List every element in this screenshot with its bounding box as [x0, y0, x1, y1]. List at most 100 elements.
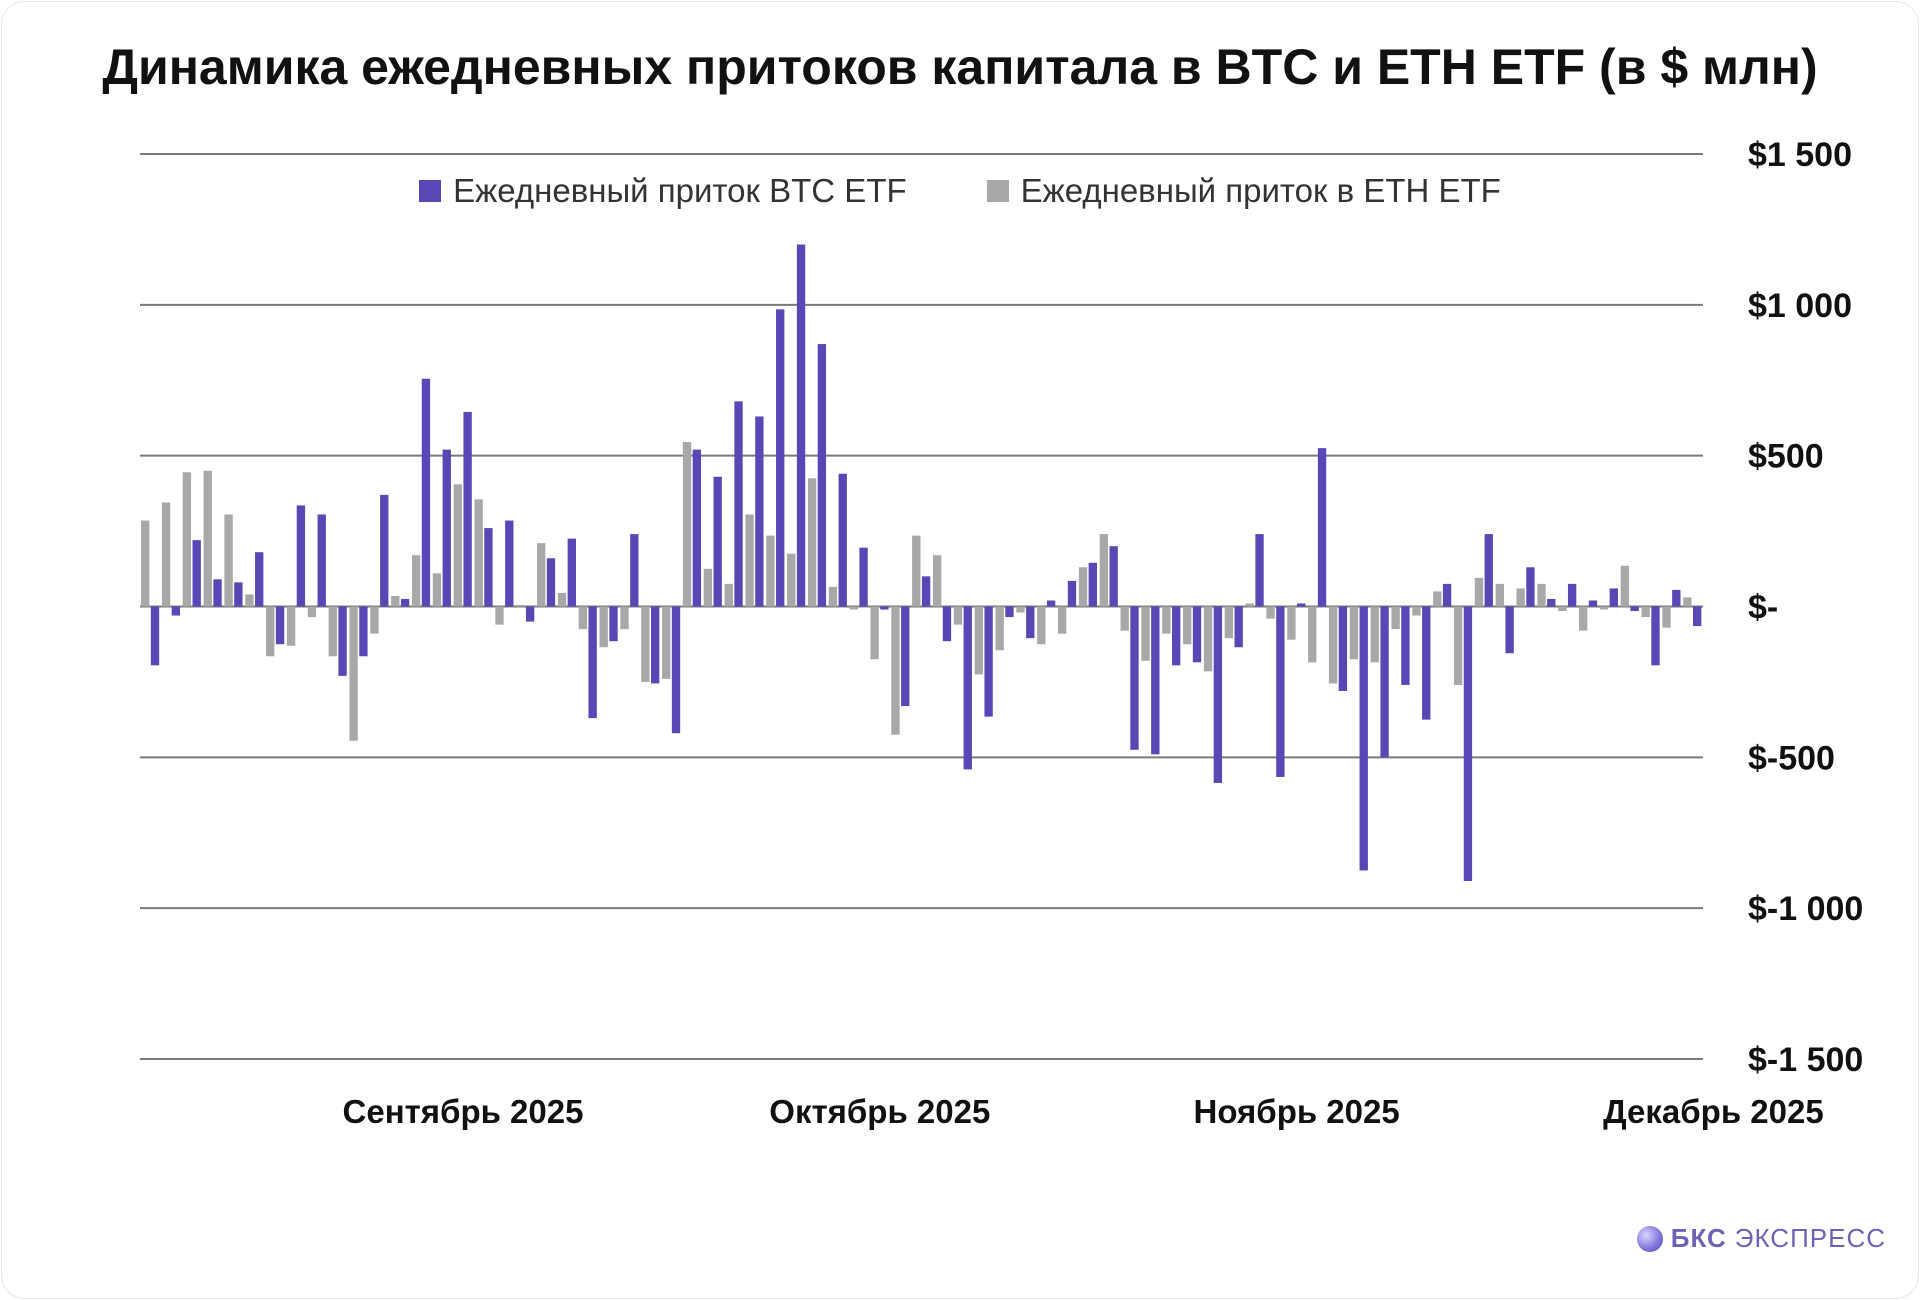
eth-bar — [1391, 606, 1400, 630]
eth-bar — [974, 606, 983, 675]
eth-bar — [557, 592, 567, 607]
eth-bar — [1141, 606, 1150, 661]
legend-label-eth: Ежедневный приток в ETH ETF — [1020, 172, 1501, 209]
eth-bar — [328, 606, 337, 657]
btc-bar — [713, 476, 722, 607]
btc-bar — [1422, 606, 1431, 720]
eth-bar — [1683, 597, 1692, 607]
btc-bar — [546, 558, 556, 607]
btc-bar — [1609, 588, 1618, 607]
btc-bar — [1067, 580, 1077, 607]
eth-bar — [953, 606, 963, 625]
btc-bar — [1109, 546, 1118, 607]
eth-bar — [307, 606, 317, 618]
eth-bar — [1058, 606, 1067, 634]
btc-bar — [213, 579, 222, 607]
btc-bar — [588, 606, 597, 719]
eth-bar — [495, 606, 504, 625]
btc-bar — [1338, 606, 1348, 691]
eth-bar — [1620, 565, 1630, 607]
btc-bar — [1651, 606, 1660, 666]
btc-bar — [630, 534, 639, 607]
eth-bar — [1120, 606, 1129, 631]
btc-bar — [338, 606, 347, 676]
btc-bar — [921, 576, 931, 607]
eth-bar — [807, 478, 817, 607]
btc-bar — [421, 378, 431, 607]
btc-bar — [484, 528, 493, 607]
btc-bar — [171, 606, 181, 616]
btc-bar — [1172, 606, 1181, 666]
eth-bar — [787, 553, 796, 607]
eth-bar — [1516, 588, 1525, 607]
eth-bar — [349, 606, 358, 741]
btc-bar — [859, 547, 868, 607]
eth-bar — [1412, 606, 1421, 616]
eth-bar — [932, 555, 942, 607]
eth-bar — [766, 535, 775, 607]
legend-item-eth: Ежедневный приток в ETH ETF — [986, 172, 1501, 210]
eth-bar — [141, 520, 150, 607]
chart-legend: Ежедневный приток BTC ETF Ежедневный при… — [0, 172, 1920, 210]
brand-name: БКС — [1670, 1223, 1727, 1253]
brand-logo: БКС ЭКСПРЕСС — [1636, 1223, 1886, 1254]
eth-bar — [1037, 606, 1046, 645]
eth-bar — [1370, 606, 1379, 663]
eth-bar — [1453, 606, 1463, 685]
eth-bar — [641, 606, 650, 682]
btc-bar — [984, 606, 993, 717]
btc-bar — [400, 598, 410, 607]
btc-bar — [1630, 606, 1639, 612]
btc-bar — [255, 552, 264, 607]
btc-bar — [838, 473, 847, 607]
eth-bar — [620, 606, 629, 630]
bks-express-logo-icon — [1636, 1225, 1663, 1252]
btc-bar — [1234, 606, 1243, 648]
eth-bar — [1641, 606, 1650, 618]
x-tick-label: Сентябрь 2025 — [343, 1093, 584, 1130]
eth-bar — [682, 442, 692, 607]
eth-bar — [1224, 606, 1234, 639]
btc-bar — [755, 416, 764, 607]
chart-title: Динамика ежедневных притоков капитала в … — [102, 39, 1818, 95]
btc-bar — [1297, 603, 1306, 607]
y-tick-label: $500 — [1748, 438, 1824, 476]
legend-swatch-eth — [986, 180, 1009, 202]
eth-bar — [1099, 534, 1109, 607]
btc-bar — [1213, 606, 1223, 783]
btc-bar — [359, 606, 368, 657]
btc-bar — [296, 505, 306, 607]
brand-suffix: ЭКСПРЕСС — [1734, 1223, 1886, 1253]
btc-bar — [1151, 606, 1160, 755]
btc-bar — [1026, 606, 1035, 639]
btc-bar — [1588, 600, 1598, 607]
btc-bar — [776, 309, 785, 607]
legend-label-btc: Ежедневный приток BTC ETF — [453, 172, 907, 209]
y-tick-label: $1 500 — [1748, 136, 1852, 174]
eth-bar — [1495, 583, 1504, 607]
btc-bar — [1255, 534, 1264, 607]
eth-bar — [995, 606, 1004, 651]
btc-bar — [150, 606, 160, 666]
btc-bar — [1463, 606, 1473, 882]
btc-bar — [1276, 606, 1285, 777]
eth-bar — [266, 606, 275, 657]
btc-bar — [1442, 583, 1452, 607]
eth-bar — [1203, 606, 1213, 672]
btc-bar — [609, 606, 618, 642]
x-tick-label: Декабрь 2025 — [1603, 1093, 1824, 1130]
btc-bar — [942, 606, 952, 642]
btc-bar — [317, 514, 326, 607]
btc-bar — [1567, 583, 1577, 607]
eth-bar — [391, 595, 400, 607]
y-tick-label: $-500 — [1748, 739, 1835, 777]
eth-bar — [224, 514, 233, 607]
eth-bar — [1266, 606, 1275, 619]
btc-bar — [1380, 606, 1389, 758]
legend-swatch-btc — [419, 180, 442, 202]
eth-bar — [662, 606, 671, 679]
eth-bar — [578, 606, 588, 630]
eth-bar — [411, 555, 421, 607]
